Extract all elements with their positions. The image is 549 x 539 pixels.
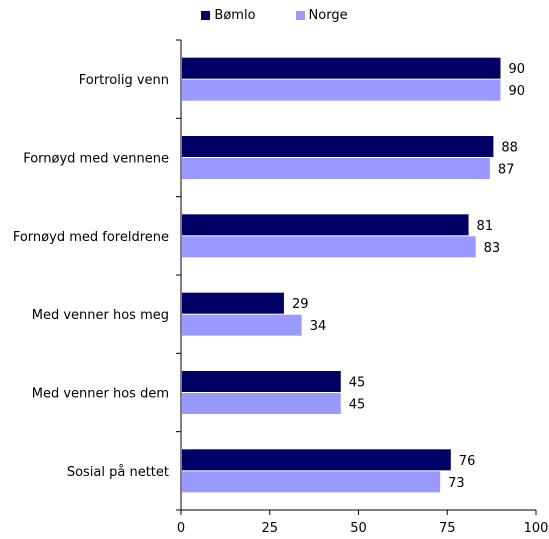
legend-item-bomlo: Bømlo (201, 8, 256, 23)
value-label: 81 (477, 219, 494, 234)
bar-bomlo (182, 449, 451, 471)
bar-norge (182, 314, 302, 336)
category-label: Med venner hos meg (32, 308, 169, 323)
legend-swatch-bomlo (201, 11, 211, 20)
x-tick-label: 0 (177, 521, 185, 536)
value-label: 76 (459, 454, 476, 469)
value-label: 73 (448, 476, 465, 491)
legend-label-bomlo: Bømlo (214, 8, 256, 23)
bar-norge (182, 79, 501, 101)
category-label: Fornøyd med foreldrene (13, 230, 169, 245)
bar-norge (182, 236, 476, 258)
value-label: 45 (349, 376, 366, 391)
value-label: 87 (498, 163, 515, 178)
value-label: 90 (509, 84, 526, 99)
x-tick-label: 50 (350, 521, 367, 536)
value-label: 45 (349, 398, 366, 413)
bar-bomlo (182, 214, 469, 236)
bar-bomlo (182, 136, 494, 157)
bar-bomlo (182, 57, 501, 79)
bar-bomlo (182, 371, 341, 392)
legend: Bømlo Norge (0, 8, 549, 23)
x-tick-label: 100 (524, 521, 549, 536)
value-label: 90 (509, 62, 526, 77)
value-label: 29 (292, 297, 309, 312)
value-label: 83 (484, 241, 501, 256)
category-label: Med venner hos dem (32, 387, 169, 402)
bar-norge (182, 158, 490, 179)
category-label: Fortrolig venn (79, 73, 169, 88)
legend-item-norge: Norge (295, 8, 348, 23)
bar-norge (182, 471, 441, 493)
legend-label-norge: Norge (308, 8, 348, 23)
x-tick-label: 25 (261, 521, 278, 536)
x-tick-label: 75 (439, 521, 456, 536)
category-label: Fornøyd med vennene (23, 152, 169, 167)
value-label: 88 (501, 141, 518, 156)
bar-bomlo (182, 292, 284, 314)
bar-norge (182, 393, 341, 414)
category-label: Sosial på nettet (67, 465, 169, 480)
legend-swatch-norge (295, 11, 305, 20)
value-label: 34 (310, 319, 327, 334)
